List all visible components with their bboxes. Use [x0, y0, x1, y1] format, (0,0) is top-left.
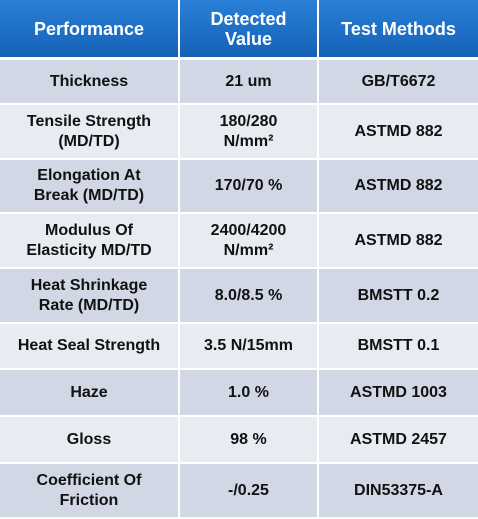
cell-line: 1.0 %	[228, 383, 269, 401]
cell-line: ASTMD 1003	[350, 383, 447, 401]
table-row: Thickness 21 um GB/T6672	[0, 60, 478, 105]
table-cell: BMSTT 0.2	[317, 269, 478, 324]
cell-line: 2400/4200	[210, 221, 287, 239]
header-cell: Test Methods	[317, 0, 478, 60]
cell-line: Elasticity MD/TD	[26, 241, 152, 259]
table-cell: Heat Shrinkage Rate (MD/TD)	[0, 269, 178, 324]
cell-line: Value	[224, 28, 273, 49]
cell-line: Elongation At	[37, 167, 141, 184]
cell-line: 170/70 %	[214, 177, 283, 194]
table-row: Heat Seal Strength 3.5 N/15mm BMSTT 0.1	[0, 324, 478, 370]
table-row: Elongation At Break (MD/TD) 170/70 % ASTMD …	[0, 160, 478, 214]
cell-line: 3.5 N/15mm	[204, 337, 293, 354]
table-row: Gloss 98 % ASTMD 2457	[0, 417, 478, 464]
cell-line: 180/280	[219, 112, 278, 130]
cell-line: 98 %	[230, 430, 267, 448]
cell-line: N/mm²	[223, 241, 274, 259]
cell-line: 21 um	[225, 72, 272, 90]
table-cell: ASTMD 2457	[317, 417, 478, 464]
cell-line: Tensile Strength	[26, 112, 152, 130]
cell-line: Thickness	[49, 72, 129, 90]
cell-line: GB/T6672	[361, 72, 436, 90]
header-cell: Detected Value	[178, 0, 317, 60]
table-row: Tensile Strength (MD/TD) 180/280 N/mm² ASTMD…	[0, 105, 478, 160]
cell-line: ASTMD 882	[354, 122, 443, 140]
cell-line: 8.0/8.5 %	[214, 286, 283, 304]
cell-line: ASTMD 882	[354, 177, 443, 194]
table-cell: Tensile Strength (MD/TD)	[0, 105, 178, 160]
cell-line: ASTMD 882	[354, 231, 443, 249]
table-cell: BMSTT 0.1	[317, 324, 478, 370]
cell-line: BMSTT 0.1	[357, 337, 440, 354]
table-cell: Elongation At Break (MD/TD)	[0, 160, 178, 214]
table-cell: ASTMD 882	[317, 105, 478, 160]
table-cell: DIN53375-A	[317, 464, 478, 519]
table-cell: Coefficient Of Friction	[0, 464, 178, 519]
cell-line: Test Methods	[341, 18, 456, 39]
cell-line: BMSTT 0.2	[357, 286, 440, 304]
table-row: Modulus Of Elasticity MD/TD 2400/4200 N/mm²…	[0, 214, 478, 269]
cell-line: N/mm²	[223, 132, 274, 150]
cell-line: -/0.25	[228, 481, 269, 499]
table-cell: Thickness	[0, 60, 178, 105]
cell-line: ASTMD 2457	[350, 430, 447, 448]
table-row: Coefficient Of Friction -/0.25 DIN53375-A	[0, 464, 478, 519]
table-cell: 1.0 %	[178, 370, 317, 417]
table-cell: Haze	[0, 370, 178, 417]
table-cell: GB/T6672	[317, 60, 478, 105]
table-cell: 8.0/8.5 %	[178, 269, 317, 324]
header-row: Performance Detected Value Test Methods	[0, 0, 478, 60]
table-cell: 180/280 N/mm²	[178, 105, 317, 160]
table-row: Heat Shrinkage Rate (MD/TD) 8.0/8.5 % BMSTT…	[0, 269, 478, 324]
table-cell: Modulus Of Elasticity MD/TD	[0, 214, 178, 269]
table-cell: 21 um	[178, 60, 317, 105]
cell-line: Rate (MD/TD)	[38, 296, 140, 314]
table-cell: 3.5 N/15mm	[178, 324, 317, 370]
table-cell: -/0.25	[178, 464, 317, 519]
cell-line: Coefficient Of	[36, 471, 142, 489]
table-cell: 170/70 %	[178, 160, 317, 214]
cell-line: Break (MD/TD)	[33, 187, 145, 204]
table-cell: Heat Seal Strength	[0, 324, 178, 370]
table-cell: Gloss	[0, 417, 178, 464]
table-row: Haze 1.0 % ASTMD 1003	[0, 370, 478, 417]
cell-line: Friction	[59, 491, 119, 509]
table-cell: ASTMD 882	[317, 160, 478, 214]
table-cell: 2400/4200 N/mm²	[178, 214, 317, 269]
cell-line: (MD/TD)	[58, 132, 120, 150]
cell-line: Modulus Of	[45, 221, 133, 239]
cell-line: Performance	[33, 18, 145, 39]
cell-line: Heat Shrinkage	[30, 276, 148, 294]
header-cell: Performance	[0, 0, 178, 60]
table-cell: ASTMD 1003	[317, 370, 478, 417]
table-cell: ASTMD 882	[317, 214, 478, 269]
table-cell: 98 %	[178, 417, 317, 464]
cell-line: Gloss	[66, 430, 112, 448]
cell-line: Detected	[210, 8, 287, 29]
cell-line: DIN53375-A	[354, 481, 443, 499]
cell-line: Haze	[70, 383, 108, 401]
cell-line: Heat Seal Strength	[17, 337, 161, 354]
